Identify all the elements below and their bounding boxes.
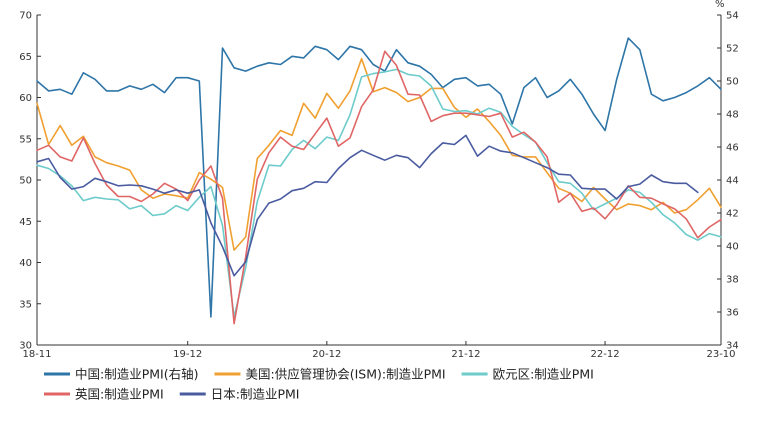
legend-label-3: 欧元区:制造业PMI <box>493 367 594 382</box>
left-tick-label: 35 <box>19 299 32 310</box>
axes-layer: 30 35 40 45 50 55 60 65 70 34 36 38 40 42 44 46 48 50 52 54… <box>19 0 738 360</box>
series-line-4 <box>36 50 722 325</box>
right-tick-label: 46 <box>726 143 739 154</box>
left-tick-label: 60 <box>19 93 32 104</box>
series-line-2 <box>36 57 722 251</box>
left-tick-label: 70 <box>19 11 32 22</box>
right-axis-unit: % <box>715 0 725 10</box>
right-tick-label: 38 <box>726 275 739 286</box>
right-tick-label: 42 <box>726 209 739 220</box>
left-tick-label: 40 <box>19 258 32 269</box>
legend: 中国:制造业PMI(右轴) 美国:供应管理协会(ISM):制造业PMI 欧元区:制造… <box>44 367 594 402</box>
x-tick-label: 18-11 <box>22 349 51 360</box>
left-tick-label: 65 <box>19 52 32 63</box>
legend-label-4: 英国:制造业PMI <box>75 387 164 402</box>
right-tick-label: 40 <box>726 242 739 253</box>
legend-label-2: 美国:供应管理协会(ISM):制造业PMI <box>245 367 445 382</box>
series-line-3 <box>36 68 722 318</box>
left-tick-label: 55 <box>19 134 32 145</box>
right-tick-label: 34 <box>726 341 739 352</box>
series-line-5 <box>36 134 699 277</box>
x-tick-label: 23-10 <box>706 349 735 360</box>
series-line-1 <box>36 37 722 318</box>
series-lines-layer <box>36 37 722 325</box>
x-tick-label: 19-12 <box>173 349 202 360</box>
right-tick-label: 52 <box>726 44 739 55</box>
left-tick-label: 45 <box>19 217 32 228</box>
x-tick-label: 21-12 <box>451 349 480 360</box>
right-tick-label: 36 <box>726 308 739 319</box>
right-tick-label: 48 <box>726 110 739 121</box>
left-tick-label: 50 <box>19 176 32 187</box>
right-tick-label: 50 <box>726 77 739 88</box>
x-tick-label: 22-12 <box>591 349 620 360</box>
right-tick-label: 54 <box>726 11 739 22</box>
right-tick-label: 44 <box>726 176 739 187</box>
legend-label-1: 中国:制造业PMI(右轴) <box>75 367 198 382</box>
x-tick-label: 20-12 <box>312 349 341 360</box>
left-tick-label: 30 <box>19 341 32 352</box>
legend-label-5: 日本:制造业PMI <box>211 387 300 402</box>
